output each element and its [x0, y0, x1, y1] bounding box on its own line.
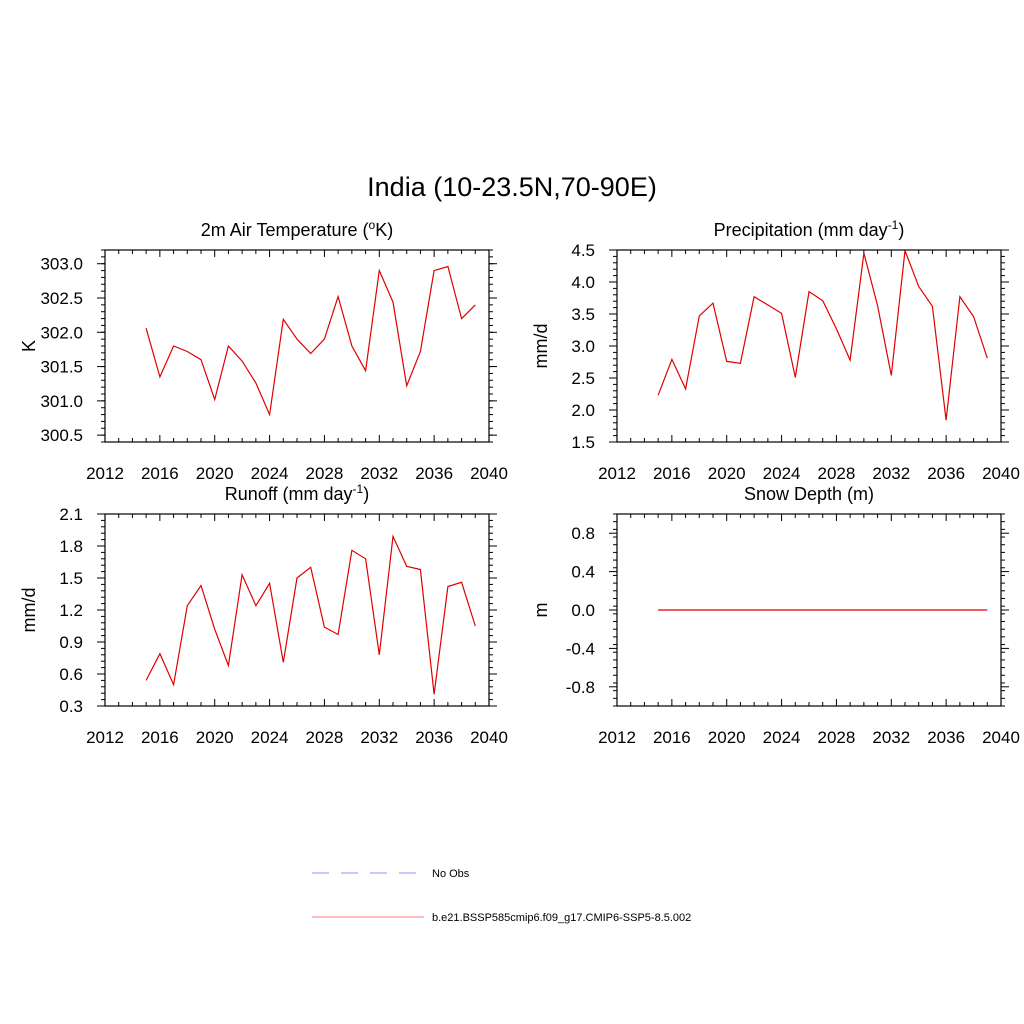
y-tick-label: 3.5: [571, 305, 595, 324]
panel-title-superscript: -1: [353, 482, 364, 496]
panel-title-main: Runoff (mm day: [225, 484, 353, 504]
panel-4: Snow Depth (m) m 2012 2016 2020 2024 2028 2032 2…: [531, 484, 1020, 747]
legend-label: No Obs: [432, 868, 470, 880]
x-tick-label: 2032: [872, 464, 910, 483]
y-tick-label: 4.5: [571, 241, 595, 260]
y-tick-label: 0.0: [571, 601, 595, 620]
x-tick-label: 2040: [982, 464, 1020, 483]
x-tick-label: 2016: [141, 464, 179, 483]
x-tick-label: 2024: [251, 728, 289, 747]
x-tick-label: 2016: [653, 728, 691, 747]
x-tick-label: 2020: [196, 464, 234, 483]
y-axis-label: mm/d: [531, 324, 551, 369]
y-tick-label: 301.5: [40, 358, 83, 377]
x-tick-label: 2020: [196, 728, 234, 747]
y-tick-label: 3.0: [571, 337, 595, 356]
x-tick-label: 2028: [818, 728, 856, 747]
y-tick-label: 1.5: [571, 433, 595, 452]
panel-title-rest: K): [375, 220, 393, 240]
y-tick-label: 302.5: [40, 289, 83, 308]
panel-2: Precipitation (mm day-1) mm/d 2012 2016 2020…: [531, 218, 1020, 483]
x-tick-label: 2036: [415, 464, 453, 483]
figure-title: India (10-23.5N,70-90E): [367, 172, 657, 202]
y-tick-label: 2.5: [571, 369, 595, 388]
y-axis-label: K: [19, 340, 39, 352]
y-tick-label: 0.9: [59, 633, 83, 652]
x-tick-label: 2032: [360, 464, 398, 483]
x-tick-label: 2028: [306, 464, 344, 483]
x-tick-label: 2028: [818, 464, 856, 483]
y-tick-label: 0.8: [571, 524, 595, 543]
y-tick-label: 0.3: [59, 697, 83, 716]
panel-title-rest: ): [363, 484, 369, 504]
y-tick-label: 2.1: [59, 505, 83, 524]
panel-title: Runoff (mm day-1): [225, 482, 369, 504]
panels-group: 2m Air Temperature (oK) K 2012 2016 2020 2024…: [19, 218, 1020, 747]
x-tick-label: 2016: [141, 728, 179, 747]
x-tick-label: 2032: [360, 728, 398, 747]
legend-label: b.e21.BSSP585cmip6.f09_g17.CMIP6-SSP5-8.…: [432, 912, 691, 924]
x-tick-label: 2012: [86, 728, 124, 747]
y-tick-label: 0.6: [59, 665, 83, 684]
series-line: [145, 265, 476, 417]
panel-1: 2m Air Temperature (oK) K 2012 2016 2020 2024…: [19, 218, 508, 483]
x-tick-label: 2024: [251, 464, 289, 483]
panel-3: Runoff (mm day-1) mm/d 2012 2016 2020 2024 202…: [19, 482, 508, 747]
panel-title-main: Precipitation (mm day: [714, 220, 888, 240]
panel-title-main: Snow Depth (m): [744, 484, 874, 504]
panel-title-superscript: -1: [888, 218, 899, 232]
y-tick-label: 1.2: [59, 601, 83, 620]
y-tick-label: -0.8: [566, 678, 595, 697]
x-tick-label: 2016: [653, 464, 691, 483]
panel-title: Snow Depth (m): [744, 484, 874, 504]
x-tick-label: 2032: [872, 728, 910, 747]
plot-frame: [104, 513, 490, 707]
y-tick-label: 302.0: [40, 323, 83, 342]
x-tick-label: 2024: [763, 728, 801, 747]
panel-title-main: 2m Air Temperature (: [201, 220, 369, 240]
x-tick-label: 2012: [598, 464, 636, 483]
x-tick-label: 2012: [598, 728, 636, 747]
series-line: [145, 534, 476, 695]
x-tick-label: 2020: [708, 728, 746, 747]
y-tick-label: 301.0: [40, 392, 83, 411]
y-tick-label: 0.4: [571, 563, 595, 582]
x-tick-label: 2036: [415, 728, 453, 747]
y-tick-label: 1.5: [59, 569, 83, 588]
panel-title-rest: ): [898, 220, 904, 240]
y-tick-label: -0.4: [566, 639, 595, 658]
x-tick-label: 2024: [763, 464, 801, 483]
panel-title: 2m Air Temperature (oK): [201, 218, 393, 240]
y-tick-label: 303.0: [40, 255, 83, 274]
x-tick-label: 2040: [982, 728, 1020, 747]
x-tick-label: 2020: [708, 464, 746, 483]
y-tick-label: 300.5: [40, 426, 83, 445]
legend: No Obs b.e21.BSSP585cmip6.f09_g17.CMIP6-S…: [312, 868, 691, 924]
x-tick-label: 2036: [927, 464, 965, 483]
y-tick-label: 2.0: [571, 401, 595, 420]
x-tick-label: 2040: [470, 464, 508, 483]
panel-title-superscript: o: [369, 218, 376, 232]
plot-frame: [616, 249, 1002, 443]
x-tick-label: 2028: [306, 728, 344, 747]
y-tick-label: 1.8: [59, 537, 83, 556]
plot-frame: [104, 249, 490, 443]
y-axis-label: m: [531, 603, 551, 618]
x-tick-label: 2012: [86, 464, 124, 483]
series-line: [657, 250, 988, 421]
x-tick-label: 2036: [927, 728, 965, 747]
x-tick-label: 2040: [470, 728, 508, 747]
y-tick-label: 4.0: [571, 273, 595, 292]
panel-title: Precipitation (mm day-1): [714, 218, 905, 240]
y-axis-label: mm/d: [19, 588, 39, 633]
